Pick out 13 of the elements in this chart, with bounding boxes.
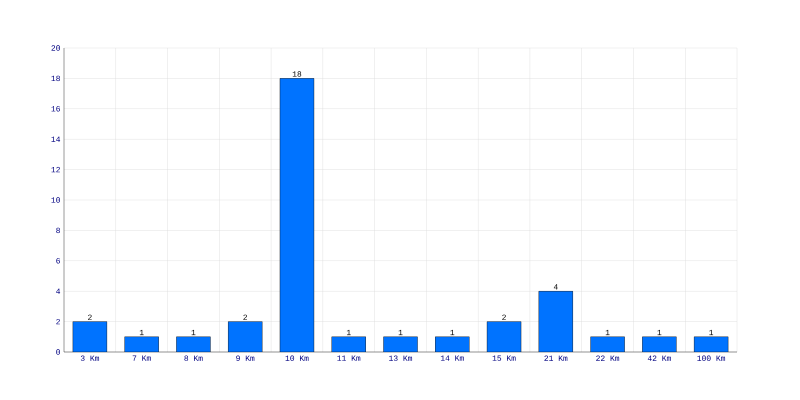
bar xyxy=(384,336,418,352)
bar xyxy=(538,291,573,352)
bar xyxy=(332,336,366,352)
bar xyxy=(124,336,159,352)
bar xyxy=(590,336,625,352)
bar xyxy=(176,336,210,352)
bar xyxy=(435,336,470,352)
bar xyxy=(280,78,314,352)
bar xyxy=(487,322,522,352)
bar xyxy=(694,336,728,352)
bar xyxy=(72,322,107,352)
bar xyxy=(228,322,262,352)
bar xyxy=(642,336,676,352)
